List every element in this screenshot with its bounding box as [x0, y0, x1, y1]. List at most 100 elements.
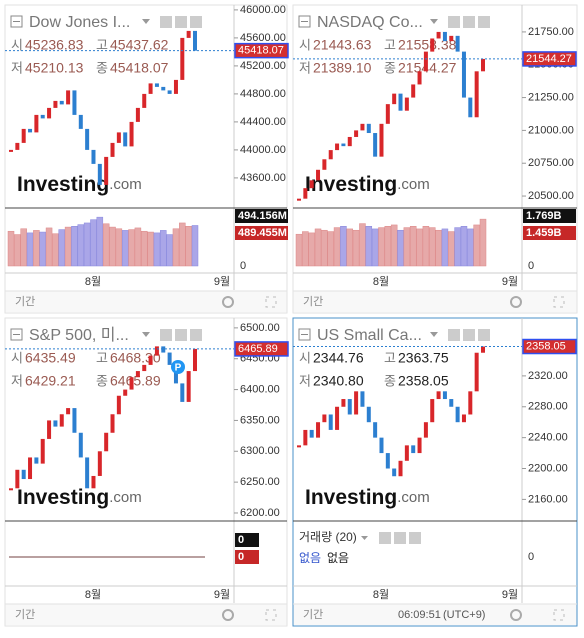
volume-bar: [140, 230, 148, 267]
ohlc-value: 21558.38: [398, 37, 457, 53]
study-dropdown[interactable]: [361, 536, 368, 540]
volume-bar: [435, 229, 442, 267]
candle: [186, 30, 191, 38]
ohlc-label: 시: [11, 37, 23, 52]
candle: [173, 364, 178, 384]
header-icon[interactable]: [478, 329, 490, 341]
volume-bar: [448, 231, 455, 267]
header-icon[interactable]: [160, 329, 172, 341]
candle: [97, 163, 102, 185]
y-tick-label: 6400.00: [240, 383, 280, 395]
volume-bar: [295, 233, 303, 267]
candle: [180, 383, 185, 402]
collapse-box[interactable]: [298, 15, 311, 28]
watermark-suffix: .com: [397, 489, 430, 506]
y-tick-label: 44000.00: [240, 144, 286, 156]
symbol-title: Dow Jones I...: [29, 14, 130, 31]
candle: [34, 114, 39, 133]
candle: [167, 352, 172, 365]
collapse-box[interactable]: [298, 328, 311, 341]
header-icon[interactable]: [175, 329, 187, 341]
candle: [385, 104, 390, 124]
study-icon[interactable]: [394, 532, 406, 544]
footer-bar: [293, 291, 577, 312]
volume-bar: [39, 231, 46, 267]
candle: [449, 35, 454, 42]
candle: [423, 422, 428, 438]
volume-bar: [172, 228, 180, 267]
x-tick-label: 8월: [373, 588, 389, 601]
ohlc-value: 2340.80: [313, 373, 364, 389]
dropdown[interactable]: [142, 332, 150, 337]
ohlc-value: 21443.63: [313, 37, 372, 53]
x-tick-label: 8월: [85, 275, 101, 288]
y-tick-label: 45200.00: [240, 60, 286, 72]
candle: [91, 475, 96, 489]
candle: [85, 457, 90, 489]
candle: [392, 93, 397, 105]
settings-icon[interactable]: [222, 609, 234, 621]
candle: [47, 107, 52, 119]
candle: [110, 414, 115, 433]
volume-bar: [90, 219, 97, 267]
footer-label[interactable]: 기간: [303, 608, 323, 621]
expand-icon[interactable]: [553, 609, 565, 621]
candle: [85, 128, 90, 150]
header-icon[interactable]: [478, 16, 490, 28]
y-tick-label: 6200.00: [240, 507, 280, 519]
watermark-suffix: .com: [109, 176, 142, 193]
collapse-box[interactable]: [10, 328, 23, 341]
dropdown[interactable]: [430, 332, 438, 337]
candle: [53, 420, 58, 427]
y-tick-label: 44400.00: [240, 116, 286, 128]
expand-icon[interactable]: [553, 296, 565, 308]
ohlc-label: 저: [11, 60, 23, 75]
dropdown[interactable]: [142, 19, 150, 24]
y-tick-label: 2280.00: [528, 401, 568, 413]
settings-icon[interactable]: [510, 296, 522, 308]
y-tick-label: 44800.00: [240, 88, 286, 100]
expand-icon[interactable]: [265, 296, 277, 308]
candle: [335, 406, 340, 430]
candle: [322, 414, 327, 423]
volume-bar: [371, 228, 379, 267]
ohlc-label: 시: [299, 37, 311, 52]
study-icon[interactable]: [379, 532, 391, 544]
event-marker[interactable]: [171, 360, 185, 374]
volume-bar: [384, 226, 392, 267]
candle: [411, 84, 416, 98]
header-icon[interactable]: [175, 16, 187, 28]
settings-icon[interactable]: [222, 296, 234, 308]
header-icon[interactable]: [190, 16, 202, 28]
header-icon[interactable]: [160, 16, 172, 28]
header-icon[interactable]: [190, 329, 202, 341]
settings-icon[interactable]: [510, 609, 522, 621]
footer-bar: [293, 604, 577, 625]
volume-bar: [359, 223, 366, 267]
footer-label[interactable]: 기간: [15, 295, 35, 308]
candle: [360, 123, 365, 131]
header-icon[interactable]: [448, 16, 460, 28]
candle: [379, 437, 384, 454]
candle: [322, 159, 327, 170]
candle: [366, 123, 371, 134]
volume-tick-label: 0: [240, 260, 246, 272]
header-icon[interactable]: [448, 329, 460, 341]
candle: [335, 143, 340, 151]
volume-bar: [45, 227, 53, 267]
ohlc-label: 저: [299, 373, 311, 388]
dropdown[interactable]: [430, 19, 438, 24]
footer-label[interactable]: 기간: [303, 295, 323, 308]
expand-icon[interactable]: [265, 609, 277, 621]
candle: [316, 422, 321, 438]
candle: [328, 150, 333, 160]
header-icon[interactable]: [463, 16, 475, 28]
collapse-box[interactable]: [10, 15, 23, 28]
candle: [385, 453, 390, 469]
volume-bar: [473, 224, 480, 267]
header-icon[interactable]: [463, 329, 475, 341]
study-icon[interactable]: [409, 532, 421, 544]
candle: [373, 133, 378, 157]
footer-label[interactable]: 기간: [15, 608, 35, 621]
volume-badge-text: 0: [238, 551, 244, 563]
